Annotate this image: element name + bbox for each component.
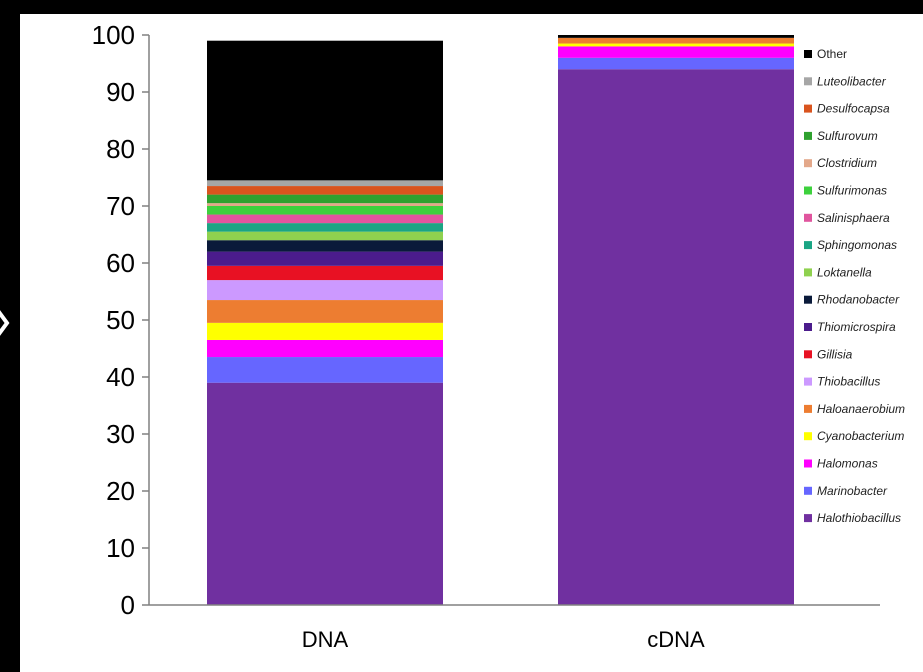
legend-label: Loktanella — [817, 265, 872, 279]
y-tick-label: 70 — [106, 191, 135, 221]
stacked-bar-chart: 0 10 20 30 40 50 60 70 80 90 100 DNA cDNA Other Lute… — [92, 20, 905, 652]
legend-swatch — [804, 104, 812, 113]
legend-swatch — [804, 350, 812, 359]
legend: Other Luteolibacter Desulfocapsa Sulfurovum… — [804, 47, 905, 525]
legend-label: Sulfurovum — [817, 129, 878, 143]
bar-segment-dna-salinisphaera — [207, 214, 443, 224]
legend-label: Cyanobacterium — [817, 429, 904, 443]
bar-segment-dna-thiomicrospira — [207, 251, 443, 266]
legend-swatch — [804, 77, 812, 86]
bar-segment-dna-other — [207, 40, 443, 181]
legend-label: Thiobacillus — [817, 375, 880, 389]
bar-segment-cdna-halomonas — [558, 46, 794, 58]
legend-label: Sphingomonas — [817, 238, 897, 252]
legend-label: Haloanaerobium — [817, 402, 905, 416]
y-tick-label: 20 — [106, 476, 135, 506]
bar-segment-dna-halothiobacillus — [207, 382, 443, 605]
legend-label: Other — [817, 47, 847, 61]
bar-segment-cdna-halothiobacillus — [558, 69, 794, 605]
y-tick-label: 0 — [121, 590, 135, 620]
bar-segment-cdna-cyanobacterium — [558, 43, 794, 47]
legend-swatch — [804, 213, 812, 222]
legend-swatch — [804, 241, 812, 250]
bar-segment-dna-desulfocapsa — [207, 186, 443, 195]
y-tick-label: 60 — [106, 248, 135, 278]
x-axis-category-labels: DNA cDNA — [302, 627, 705, 652]
legend-swatch — [804, 159, 812, 168]
bar-segment-cdna-other — [558, 35, 794, 38]
y-tick-label: 30 — [106, 419, 135, 449]
bar-segment-cdna-haloanaerobium — [558, 37, 794, 44]
legend-swatch — [804, 50, 812, 58]
bar-segment-dna-sulfurovum — [207, 194, 443, 204]
x-category-label: DNA — [302, 627, 349, 652]
bar-segment-dna-marinobacter — [207, 357, 443, 383]
bar-segment-dna-gillisia — [207, 265, 443, 281]
legend-swatch — [804, 186, 812, 195]
y-tick-label: 10 — [106, 533, 135, 563]
legend-label: Luteolibacter — [817, 74, 887, 88]
legend-swatch — [804, 514, 812, 523]
y-tick-label: 80 — [106, 134, 135, 164]
legend-swatch — [804, 377, 812, 386]
bar-segment-dna-cyanobacterium — [207, 322, 443, 340]
x-category-label: cDNA — [647, 627, 705, 652]
bar-segment-dna-loktanella — [207, 231, 443, 241]
legend-label: Halothiobacillus — [817, 511, 901, 525]
legend-swatch — [804, 131, 812, 140]
legend-label: Marinobacter — [817, 484, 888, 498]
bar-segment-dna-halomonas — [207, 339, 443, 358]
legend-swatch — [804, 486, 812, 495]
bar-segment-cdna-marinobacter — [558, 57, 794, 70]
legend-swatch — [804, 323, 812, 331]
y-tick-label: 90 — [106, 77, 135, 107]
legend-swatch — [804, 404, 812, 413]
legend-swatch — [804, 295, 812, 304]
y-tick-label: 40 — [106, 362, 135, 392]
bar-segment-dna-sulfurimonas — [207, 206, 443, 215]
legend-label: Clostridium — [817, 156, 877, 170]
legend-label: Sulfurimonas — [817, 184, 887, 198]
legend-label: Gillisia — [817, 347, 853, 361]
bar-segment-dna-thiobacillus — [207, 280, 443, 301]
bar-segments — [207, 35, 794, 605]
legend-swatch — [804, 268, 812, 277]
legend-label: Salinisphaera — [817, 211, 890, 225]
legend-label: Desulfocapsa — [817, 102, 890, 116]
bar-segment-dna-luteolibacter — [207, 180, 443, 187]
legend-swatch — [804, 459, 812, 468]
legend-label: Thiomicrospira — [817, 320, 896, 334]
chevron-right-icon — [0, 310, 10, 336]
bar-segment-dna-haloanaerobium — [207, 300, 443, 323]
bar-segment-dna-rhodanobacter — [207, 240, 443, 252]
y-axis-ticks: 0 10 20 30 40 50 60 70 80 90 100 — [92, 20, 149, 620]
y-tick-label: 100 — [92, 20, 135, 50]
bar-segment-dna-sphingomonas — [207, 223, 443, 232]
chart-panel: 0 10 20 30 40 50 60 70 80 90 100 DNA cDNA Other Lute… — [20, 14, 923, 672]
y-tick-label: 50 — [106, 305, 135, 335]
legend-label: Halomonas — [817, 457, 878, 471]
bar-segment-dna-clostridium — [207, 203, 443, 206]
legend-swatch — [804, 432, 812, 441]
legend-label: Rhodanobacter — [817, 293, 900, 307]
